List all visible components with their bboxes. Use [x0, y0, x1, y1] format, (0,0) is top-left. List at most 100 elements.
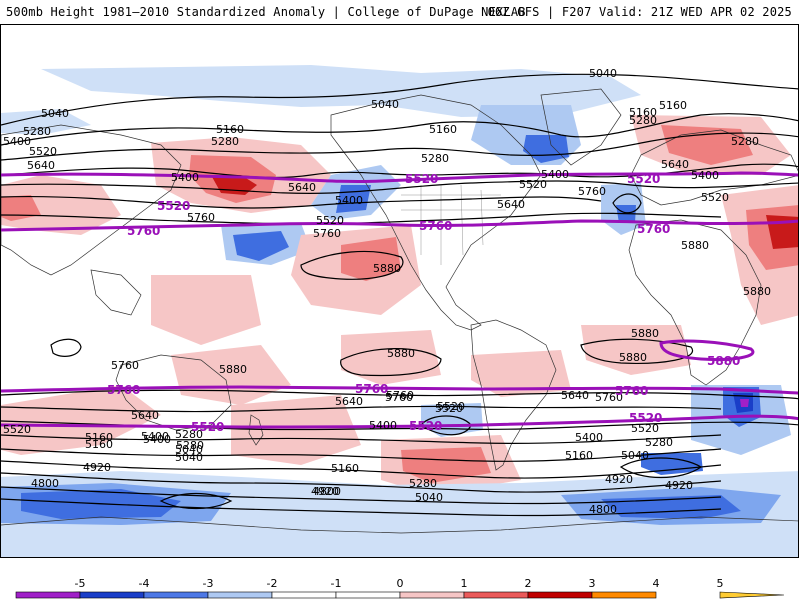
purple-contour-label: 5760: [419, 219, 452, 233]
colorbar-bin: [463, 591, 529, 599]
contour-label: 5520: [316, 214, 344, 227]
contour-label: 5640: [131, 409, 159, 422]
contour-label: 5400: [171, 171, 199, 184]
contour-label: 5280: [421, 152, 449, 165]
contour-label: 4920: [311, 485, 339, 498]
contour-label: 5040: [589, 67, 617, 80]
contour-label: 4800: [31, 477, 59, 490]
highlight-contour-labels: 5520 5760 5520 5760 5520 5760 5880 5760 …: [107, 172, 740, 434]
purple-contour-label: 5760: [637, 222, 670, 236]
contour-label: 5640: [661, 158, 689, 171]
contour-5400-sh: [1, 434, 722, 444]
coastline-australia: [115, 354, 232, 431]
colorbar-tick-label: 0: [397, 578, 404, 590]
contour-label: 5160: [629, 106, 657, 119]
coastline-se-asia: [90, 269, 142, 316]
contour-label: 5160: [565, 449, 593, 462]
colorbar-bin: [15, 591, 81, 599]
contour-label: 5160: [429, 123, 457, 136]
anomaly-negative-5: [740, 399, 749, 407]
anomaly-negative-1: [1, 109, 91, 135]
contour-label: 5400: [143, 433, 171, 446]
contour-label: 5400: [141, 430, 169, 443]
contour-label: 5280: [211, 135, 239, 148]
contour-label: 5280: [629, 114, 657, 127]
colorbar-tick-label: 1: [461, 578, 468, 590]
contour-low: [619, 457, 703, 479]
purple-contour-label: 5760: [107, 383, 140, 397]
purple-contour-label: 5760: [355, 382, 388, 396]
contour-label: 5640: [561, 389, 589, 402]
contour-5640: [1, 195, 602, 209]
contour-label: 5640: [288, 181, 316, 194]
contour-label: 5400: [3, 135, 31, 148]
contour-label: 5880: [387, 347, 415, 360]
colorbar-bin: [79, 591, 145, 599]
contour-label: 5880: [743, 285, 771, 298]
contour-label: 4920: [83, 461, 111, 474]
anomaly-positive-1: [341, 330, 441, 385]
purple-contour-label: 5880: [707, 354, 740, 368]
anomaly-positive-2: [661, 125, 753, 165]
contour-5040: [1, 73, 798, 126]
contour-label: 5880: [631, 327, 659, 340]
purple-contour-5880: [659, 339, 755, 361]
colorbar-bin: [271, 591, 337, 599]
contour-label: 5160: [331, 462, 359, 475]
purple-contour-label: 5520: [409, 419, 442, 433]
contour-label: 5880: [681, 239, 709, 252]
anomaly-positive-2: [341, 237, 401, 281]
contour-5880-loop: [340, 348, 442, 377]
contour-5880: [300, 250, 404, 280]
contour-label: 4920: [665, 479, 693, 492]
contour-label: 5040: [175, 443, 203, 456]
colorbar-tick-label: -1: [331, 578, 342, 590]
contour-label: 5400: [335, 194, 363, 207]
contour-label: 5280: [731, 135, 759, 148]
anomaly-positive-1: [151, 275, 261, 345]
contour-label: 5640: [27, 159, 55, 172]
anomaly-negative-3: [233, 231, 289, 261]
colorbar: -5 -4 -3 -2 -1 0 1 2 3 4 5: [15, 578, 785, 599]
contour-label: 5280: [175, 428, 203, 441]
contour-5280: [1, 132, 798, 161]
contour-label: 4800: [589, 503, 617, 516]
purple-contour-label: 5760: [615, 384, 648, 398]
contour-label: 5760: [595, 391, 623, 404]
colorbar-bin: [591, 591, 657, 599]
contour-label: 5880: [219, 363, 247, 376]
contour-label: 5880: [373, 262, 401, 275]
colorbar-bins: [15, 591, 785, 599]
anomaly-positive-1: [1, 385, 161, 455]
purple-contour-5760-nh: [1, 219, 798, 232]
contour-5520: [1, 180, 798, 194]
contour-label: 5400: [541, 168, 569, 181]
contour-label: 5280: [176, 439, 204, 452]
purple-contour-label: 5520: [405, 172, 438, 186]
contour-label: 5160: [216, 123, 244, 136]
contour-label: 5160: [85, 438, 113, 451]
coastline-antarctica: [1, 516, 798, 534]
contour-label: 4800: [313, 485, 341, 498]
model-run-info: 06Z GFS | F207 Valid: 21Z WED APR 02 202…: [487, 5, 792, 19]
purple-contour-label: 5520: [627, 172, 660, 186]
purple-contour-label: 5520: [157, 199, 190, 213]
contour-5160-sh: [1, 460, 722, 479]
contour-4920-sh: [1, 486, 722, 505]
anomaly-positive-1: [471, 350, 571, 397]
purple-contour-5520-nh: [1, 171, 798, 184]
colorbar-bin: [527, 591, 593, 599]
contour-label: 5520: [3, 423, 31, 436]
colorbar-tick-label: 3: [589, 578, 596, 590]
contour-label: 5520: [701, 191, 729, 204]
contour-label: 5760: [111, 359, 139, 372]
coastline-nz: [248, 414, 264, 446]
contour-label: 5400: [691, 169, 719, 182]
contour-5880-loop: [50, 338, 82, 357]
anomaly-map: 5040 5040 5040 5280 5160 5400 5280 5520 …: [0, 24, 799, 558]
purple-contour-label: 5760: [127, 224, 160, 238]
colorbar-tick-label: 5: [717, 578, 724, 590]
coastline-north-america: [330, 94, 542, 331]
contour-low: [612, 193, 642, 214]
contour-label: 5160: [659, 99, 687, 112]
